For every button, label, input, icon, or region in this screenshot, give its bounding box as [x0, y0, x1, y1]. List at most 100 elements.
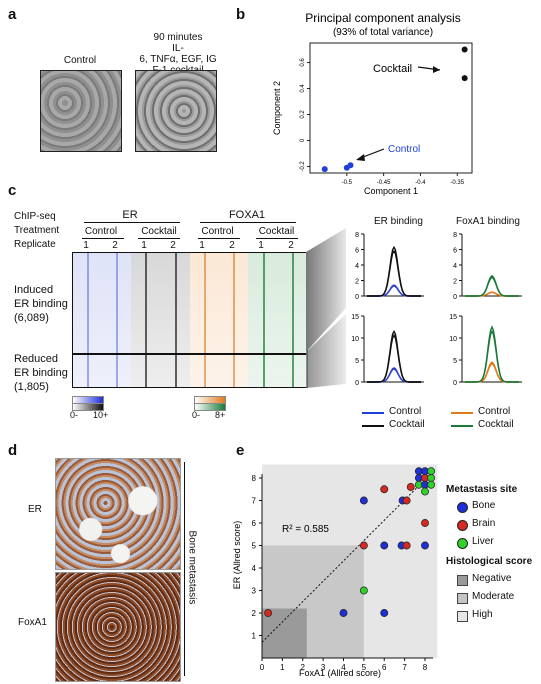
- allred-xtick-label: 1: [280, 663, 285, 672]
- profile-ytick-label: 0: [453, 294, 457, 301]
- treatment-row-label: Treatment: [14, 225, 60, 236]
- allred-point-bone: [339, 609, 348, 617]
- allred-point-liver: [421, 487, 429, 496]
- profile-ytick-label: 2: [453, 279, 457, 286]
- induced-line-3: (6,089): [14, 312, 49, 324]
- profile-curve-cocktail-rep1: [367, 329, 421, 383]
- pca-point: [347, 162, 354, 169]
- pca-ticks: -0.5 -0.45 -0.4 -0.35 -0.2 0 0.2 0.4 0.6: [300, 58, 465, 186]
- histological-score-regions: [262, 464, 438, 658]
- legend-moderate-swatch: [457, 593, 468, 604]
- profile-ytick-label: 8: [453, 232, 457, 239]
- chipseq-row-label: ChIP-seq: [14, 211, 56, 222]
- rep-8: 2: [288, 240, 294, 251]
- allred-point-liver: [427, 480, 436, 489]
- rep-4: 2: [170, 240, 176, 251]
- panel-label-e: e: [236, 442, 245, 459]
- allred-scatter: 0 1 2 3 4 5 6 7 8 1 2 3 4 5 6 7 8 R² = 0.585 FoxA1 (Allr…: [232, 464, 438, 678]
- treatment-fox-control: Control: [201, 226, 234, 237]
- allred-xtick-label: 8: [423, 663, 428, 672]
- scale-left-max: 10+: [93, 410, 109, 420]
- rep-1: 1: [83, 240, 89, 251]
- allred-xtick-label: 0: [260, 663, 265, 672]
- allred-point-bone: [359, 496, 368, 505]
- allred-point-brain: [402, 541, 411, 550]
- pca-chart: Principal component analysis (93% of tot…: [272, 11, 473, 196]
- heatmap-peak-line: [204, 253, 206, 387]
- rep-3: 1: [141, 240, 147, 251]
- allred-point-brain: [402, 496, 411, 505]
- profile-ytick-label: 2: [355, 279, 359, 286]
- profile-ytick-label: 5: [355, 358, 359, 365]
- reduced-line-2: ER binding: [14, 367, 68, 379]
- legend-fox-control: Control: [478, 406, 511, 417]
- legend-bone-dot: [457, 502, 468, 513]
- pca-arrowhead-cocktail: [433, 66, 440, 73]
- allred-ytick-label: 5: [252, 542, 257, 551]
- r-squared: R² = 0.585: [282, 524, 329, 535]
- allred-xtick-label: 2: [301, 663, 306, 672]
- induced-line-2: ER binding: [14, 298, 68, 310]
- er-group-line: [84, 222, 180, 223]
- profile-ytick-label: 0: [355, 380, 359, 387]
- rep-5: 1: [199, 240, 205, 251]
- heatmap-divider: [73, 353, 307, 355]
- pca-subtitle: (93% of total variance): [333, 27, 433, 38]
- replicate-row-label: Replicate: [14, 239, 56, 250]
- profile-curves: 0 2 4 6 8 0 2 4 6 8 0 5 10 15 0 5 10 15: [351, 232, 522, 387]
- scale-left-min: 0-: [70, 410, 79, 420]
- legend-negative: Negative: [472, 573, 512, 584]
- profile-curve-cocktail-rep2: [465, 276, 519, 297]
- treatment-er-cocktail: Cocktail: [141, 226, 177, 237]
- pca-ylabel: Component 2: [272, 81, 282, 135]
- treatment-line-fox-control: [198, 238, 240, 239]
- foxa1-group-label: FOXA1: [228, 209, 266, 221]
- allred-point-bone: [421, 541, 429, 550]
- er-group-label: ER: [122, 209, 138, 221]
- scale-fox-cocktail: [194, 403, 226, 411]
- profile-ytick-label: 8: [355, 232, 359, 239]
- profile-ytick-label: 15: [351, 314, 359, 321]
- profile-ytick-label: 4: [355, 263, 359, 270]
- panel-label-c: c: [8, 182, 17, 199]
- panel-label-d: d: [8, 442, 18, 459]
- allred-ytick-label: 7: [252, 497, 257, 506]
- ihc-foxa1-label: FoxA1: [18, 617, 47, 628]
- profile-plots: 0 2 4 6 8 0 2 4 6 8 0 5 10 15 0 5 10 15: [351, 232, 522, 387]
- treatment-line-er-cocktail: [138, 238, 180, 239]
- profile-ytick-label: 5: [453, 358, 457, 365]
- rep-6: 2: [229, 240, 235, 251]
- legend-liver-dot: [457, 538, 468, 549]
- legend-brain-dot: [457, 520, 468, 531]
- pca-point: [321, 166, 328, 173]
- cocktail-cells-micrograph: [135, 70, 217, 152]
- region-negative: [262, 608, 307, 658]
- pca-xlabel: Component 1: [364, 186, 418, 196]
- profile-curve-control-rep2: [465, 362, 519, 383]
- profile-ytick-label: 0: [355, 294, 359, 301]
- profile-ytick-label: 4: [453, 263, 457, 270]
- allred-xtick-label: 7: [402, 663, 407, 672]
- allred-axes: 0 1 2 3 4 5 6 7 8 1 2 3 4 5 6 7 8: [252, 474, 433, 672]
- profile-curve-control-rep1: [465, 361, 519, 383]
- treatment-er-control: Control: [84, 226, 118, 237]
- treatment-line-fox-cocktail: [256, 238, 298, 239]
- panel-label-a: a: [8, 6, 17, 23]
- pca-points: [321, 46, 468, 173]
- histological-legend-title: Histological score: [446, 556, 533, 567]
- chipseq-heatmap: [72, 252, 308, 388]
- allred-ylabel: ER (Allred score): [232, 521, 242, 590]
- pca-title: Principal component analysis: [305, 11, 460, 25]
- allred-ytick-label: 3: [252, 587, 257, 596]
- foxa1-group-line: [200, 222, 296, 223]
- allred-ytick-label: 4: [252, 564, 257, 573]
- heatmap-peak-line: [145, 253, 147, 387]
- profile-curve-cocktail-rep2: [367, 333, 421, 383]
- pca-xtick-label: -0.35: [450, 180, 464, 186]
- pca-arrowhead-control: [356, 154, 365, 161]
- pca-annot-cocktail: Cocktail: [373, 63, 412, 75]
- pca-annot-control: Control: [388, 144, 420, 155]
- allred-xtick-label: 3: [321, 663, 326, 672]
- rep-2: 2: [112, 240, 118, 251]
- pca-xtick-label: -0.4: [415, 180, 426, 186]
